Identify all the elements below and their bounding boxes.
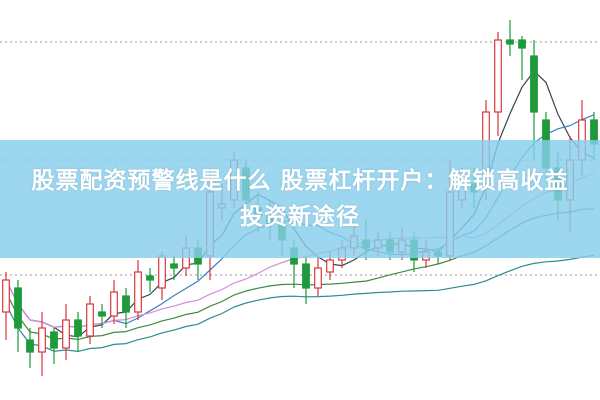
candle — [134, 260, 142, 320]
candle — [98, 304, 106, 328]
candle — [26, 328, 34, 368]
candle — [122, 288, 130, 328]
title-banner: 股票配资预警线是什么 股票杠杆开户：解锁高收益投资新途径 — [0, 140, 600, 258]
candle — [146, 268, 154, 292]
candle-body — [146, 275, 154, 281]
candle — [506, 20, 514, 56]
candle-body — [98, 311, 106, 317]
candle — [302, 256, 310, 304]
candle-body — [14, 287, 22, 329]
candle-body — [2, 279, 10, 313]
candle-body — [74, 319, 82, 337]
candle — [74, 312, 82, 352]
candle-body — [86, 303, 94, 337]
candle — [170, 256, 178, 280]
candle — [14, 280, 22, 352]
candle-body — [26, 339, 34, 353]
candle-body — [302, 263, 310, 289]
candle-body — [518, 39, 526, 49]
candle — [110, 280, 118, 324]
candle-body — [38, 327, 46, 353]
candle-body — [122, 295, 130, 313]
candle — [38, 312, 46, 376]
candle — [86, 296, 94, 344]
candle — [158, 252, 166, 300]
candle-body — [62, 319, 70, 349]
candle-body — [170, 263, 178, 269]
candle — [494, 32, 502, 136]
candle — [50, 328, 58, 364]
candle-body — [530, 55, 538, 113]
candle-body — [134, 271, 142, 313]
candle-body — [314, 267, 322, 289]
candle — [314, 256, 322, 296]
candle-body — [326, 259, 334, 273]
article-title: 股票配资预警线是什么 股票杠杆开户：解锁高收益投资新途径 — [31, 168, 569, 230]
candle — [518, 36, 526, 80]
candle-body — [494, 39, 502, 113]
ma60-line — [5, 254, 595, 353]
candle-body — [110, 291, 118, 317]
candle-body — [158, 255, 166, 289]
candle-body — [50, 331, 58, 349]
candle — [62, 304, 70, 360]
candle — [2, 272, 10, 340]
candle-body — [506, 39, 514, 45]
